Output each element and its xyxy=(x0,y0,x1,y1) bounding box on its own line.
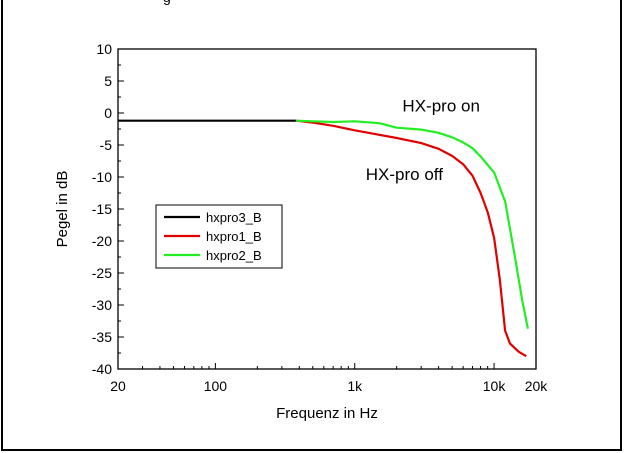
y-tick-label: 10 xyxy=(96,41,112,57)
annotation-label: HX-pro on xyxy=(402,97,479,116)
annotations: HX-pro on HX-pro off xyxy=(366,97,480,184)
annotation-label: HX-pro off xyxy=(366,165,443,184)
legend-label-hxpro2_B: hxpro2_B xyxy=(206,248,262,263)
y-tick-label: -5 xyxy=(100,137,113,153)
y-tick-label: -15 xyxy=(92,201,112,217)
x-tick-label: 20k xyxy=(525,378,549,394)
series-line-hxpro2_B xyxy=(296,119,529,329)
y-tick-label: 5 xyxy=(104,73,112,89)
plot-area xyxy=(117,48,537,370)
y-tick-label: -40 xyxy=(92,361,112,377)
legend-label-hxpro3_B: hxpro3_B xyxy=(206,210,262,225)
legend: hxpro3_B hxpro1_B hxpro2_B xyxy=(155,204,283,269)
series-layer xyxy=(118,119,529,358)
series-line-hxpro1_B xyxy=(296,119,527,358)
y-tick-label: -10 xyxy=(92,169,112,185)
partial-top-text: g xyxy=(163,0,171,5)
y-tick-label: -35 xyxy=(92,329,112,345)
x-tick-label: 20 xyxy=(110,378,126,394)
y-tick-label: -30 xyxy=(92,297,112,313)
legend-label-hxpro1_B: hxpro1_B xyxy=(206,229,262,244)
y-tick-label: -20 xyxy=(92,233,112,249)
x-tick-label: 1k xyxy=(347,378,363,394)
y-tick-label: -25 xyxy=(92,265,112,281)
x-axis-label: Frequenz in Hz xyxy=(276,405,378,422)
y-axis-label: Pegel in dB xyxy=(54,171,71,248)
x-tick-label: 100 xyxy=(204,378,228,394)
x-tick-label: 10k xyxy=(483,378,507,394)
y-tick-label: 0 xyxy=(104,105,112,121)
